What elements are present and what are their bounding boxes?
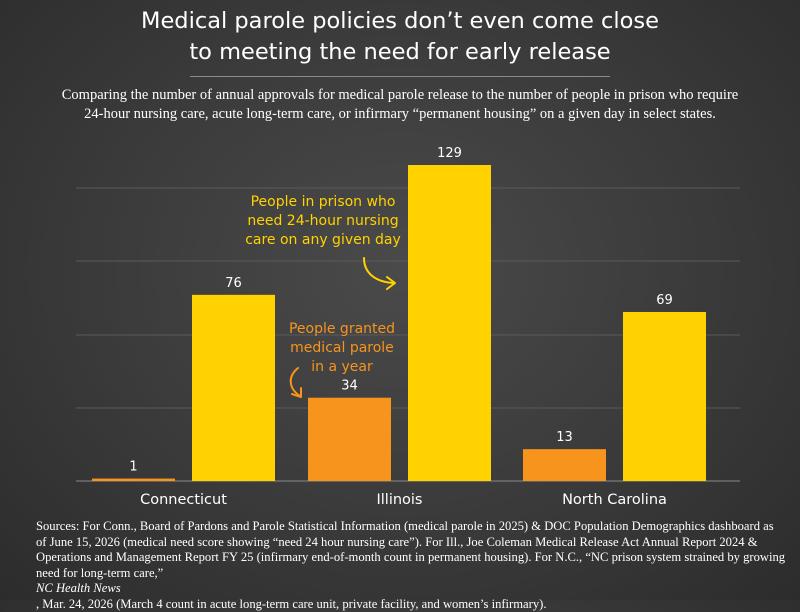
sources-line-1: Sources: For Conn., Board of Pardons and… xyxy=(36,519,776,535)
sources-line-4: need for long-term care,” NC Health News… xyxy=(36,566,776,612)
annotation-2-line: People granted xyxy=(289,321,395,337)
bar-north-carolina-nursing xyxy=(623,312,706,481)
annotation-1-line: People in prison who xyxy=(251,194,396,210)
sources-line-4-start: need for long-term care,” xyxy=(36,566,776,582)
category-label: Illinois xyxy=(376,492,422,508)
value-label: 34 xyxy=(341,379,358,394)
value-label: 13 xyxy=(556,430,573,445)
annotation-2-line: in a year xyxy=(311,359,373,375)
category-label: North Carolina xyxy=(562,492,667,508)
value-label: 1 xyxy=(129,460,137,475)
sources-line-3: Operations and Management Report FY 25 (… xyxy=(36,550,776,566)
annotation-2-line: medical parole xyxy=(290,340,394,356)
bar-connecticut-nursing xyxy=(192,295,275,481)
bar-connecticut-parole xyxy=(92,479,175,481)
value-label: 76 xyxy=(225,276,242,291)
bar-illinois-parole xyxy=(308,398,391,481)
sources-publication: NC Health News xyxy=(36,581,776,597)
sources-line-2: of June 15, 2026 (medical need score sho… xyxy=(36,535,776,551)
parole-annotation-arrow xyxy=(291,368,300,396)
sources-line-4-end: , Mar. 24, 2026 (March 4 count in acute … xyxy=(36,597,776,612)
bar-illinois-nursing xyxy=(408,165,491,481)
bar-north-carolina-parole xyxy=(523,449,606,481)
value-label: 129 xyxy=(437,146,462,161)
annotation-1-line: care on any given day xyxy=(245,232,401,248)
annotation-1-line: need 24-hour nursing xyxy=(247,213,398,229)
value-label: 69 xyxy=(656,293,673,308)
category-label: Connecticut xyxy=(140,492,227,508)
sources-note: Sources: For Conn., Board of Pardons and… xyxy=(36,519,776,612)
